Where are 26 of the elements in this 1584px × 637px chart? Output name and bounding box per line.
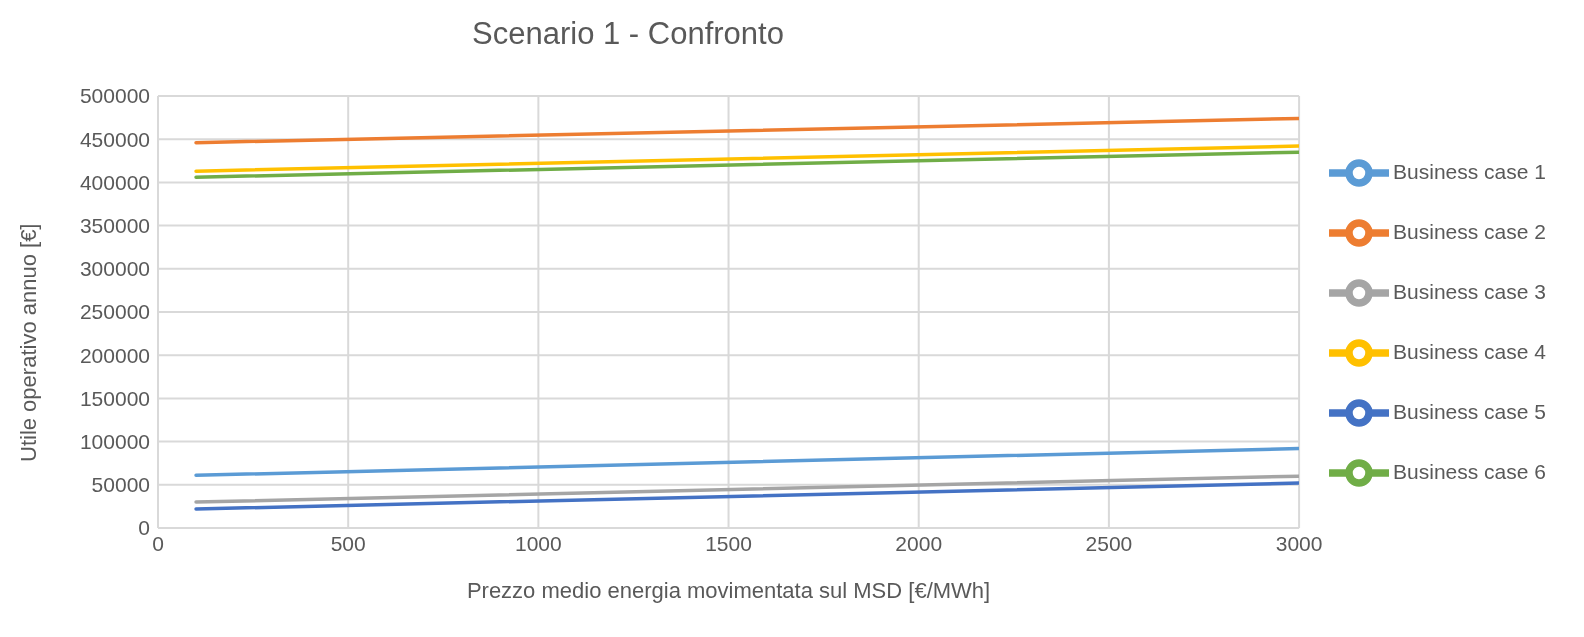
y-tick-label: 100000 xyxy=(79,430,150,454)
x-tick-label: 1500 xyxy=(705,531,752,555)
legend-label: Business case 5 xyxy=(1393,399,1546,423)
y-tick-label: 500000 xyxy=(79,84,150,108)
legend-label: Business case 6 xyxy=(1393,459,1546,483)
legend-label: Business case 3 xyxy=(1393,279,1546,303)
chart-title: Scenario 1 - Confronto xyxy=(471,16,785,52)
x-tick-label: 3000 xyxy=(1275,531,1323,555)
x-tick-label: 1000 xyxy=(515,531,562,555)
y-tick-label: 350000 xyxy=(79,214,150,238)
y-tick-label: 300000 xyxy=(79,257,150,281)
y-axis-title: Utile operativo annuo [€] xyxy=(15,223,41,462)
y-tick-label: 150000 xyxy=(79,386,150,410)
x-tick-label: 2000 xyxy=(895,531,943,555)
y-tick-label: 50000 xyxy=(91,473,150,497)
x-axis-title: Prezzo medio energia movimentata sul MSD [€/MWh] xyxy=(466,578,991,603)
y-tick-label: 0 xyxy=(138,516,150,540)
x-tick-label: 2500 xyxy=(1085,531,1133,555)
y-tick-label: 400000 xyxy=(79,170,150,194)
y-tick-label: 450000 xyxy=(79,127,150,151)
x-tick-label: 500 xyxy=(330,531,366,555)
y-tick-label: 250000 xyxy=(79,300,150,324)
legend-label: Business case 2 xyxy=(1393,219,1546,243)
legend-label: Business case 1 xyxy=(1393,159,1546,183)
legend-label: Business case 4 xyxy=(1393,339,1546,363)
y-tick-label: 200000 xyxy=(79,343,150,367)
